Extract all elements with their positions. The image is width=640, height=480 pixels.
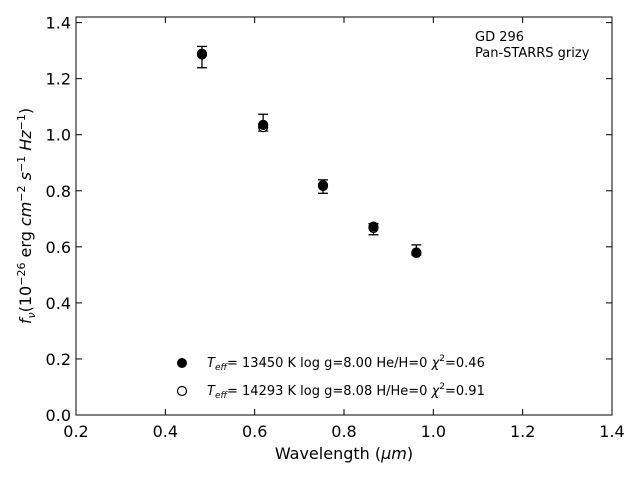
x-tick-label: 0.8 — [331, 422, 356, 441]
annotation-object: GD 296 — [475, 30, 524, 45]
plot-frame — [75, 16, 613, 416]
model-point-filled — [196, 49, 208, 60]
x-tick-label: 0.2 — [63, 422, 88, 441]
x-tick-label: 0.4 — [153, 422, 178, 441]
x-axis-ticks: 0.2 0.4 0.6 0.8 1.0 1.2 1.4 — [63, 17, 625, 441]
y-tick-label: 0.2 — [46, 350, 71, 369]
legend-marker-open — [176, 385, 188, 397]
legend-label-da-model: Teff= 13450 K log g=8.00 He/H=0 χ2=0.46 — [207, 354, 485, 373]
y-tick-label: 1.2 — [46, 70, 71, 89]
y-axis-label: fν(10−26 erg cm−2 s−1 Hz−1) — [15, 108, 38, 324]
y-tick-label: 0.0 — [46, 406, 71, 425]
legend-label-db-model: Teff= 14293 K log g=8.08 H/He=0 χ2=0.91 — [207, 382, 485, 401]
y-axis-ticks: 0.0 0.2 0.4 0.6 0.8 1.0 1.2 1.4 — [46, 14, 612, 425]
legend: Teff= 13450 K log g=8.00 He/H=0 χ2=0.46 … — [176, 354, 485, 401]
error-bars — [196, 45, 422, 256]
model-point-filled — [368, 221, 379, 232]
y-tick-label: 0.6 — [46, 238, 71, 257]
x-tick-label: 0.6 — [242, 422, 267, 441]
model-point-filled — [317, 180, 329, 191]
model-point-filled — [258, 119, 269, 131]
x-tick-label: 1.0 — [421, 422, 446, 441]
legend-marker-filled — [177, 358, 187, 368]
x-tick-label: 1.4 — [599, 422, 624, 441]
y-tick-label: 0.4 — [46, 294, 71, 313]
y-tick-label: 0.8 — [46, 182, 71, 201]
data-points — [196, 48, 422, 259]
model-point-filled — [411, 247, 422, 258]
x-tick-label: 1.2 — [510, 422, 535, 441]
y-tick-label: 1.4 — [46, 14, 71, 33]
annotation-survey: Pan-STARRS grizy — [475, 46, 590, 61]
x-axis-label: Wavelength (μm) — [275, 444, 413, 463]
y-tick-label: 1.0 — [46, 126, 71, 145]
